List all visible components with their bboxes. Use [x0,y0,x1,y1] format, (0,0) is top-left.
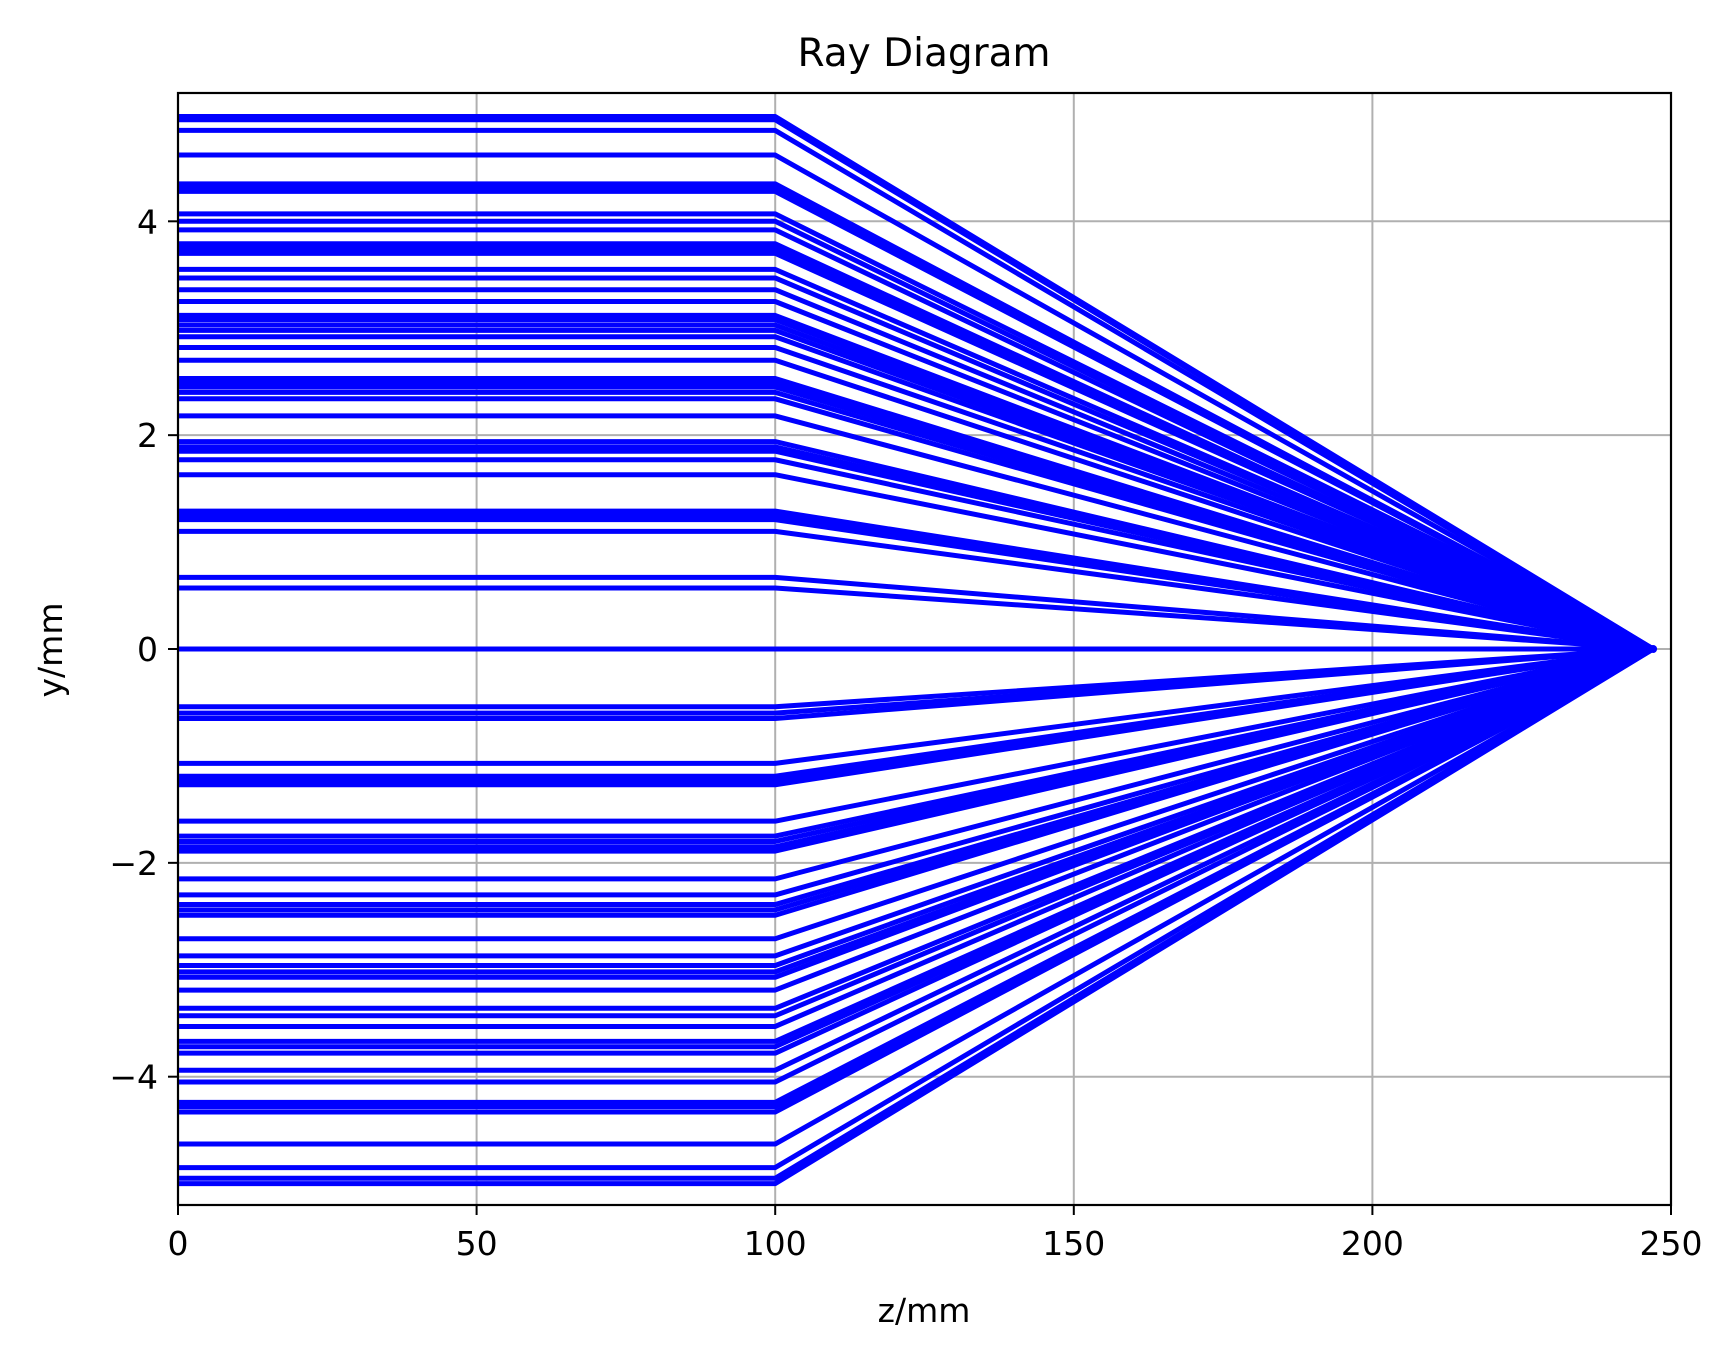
ray-line [178,646,1655,1147]
ray-line [178,334,1654,652]
ticks: 0 50 100 150 200 250 −4 −2 0 2 4 [109,202,1702,1263]
ray-line [178,646,1655,1187]
ray-line [178,188,1655,652]
ray-line [178,117,1655,652]
x-axis-label: z/mm [878,1291,971,1330]
ray-line [178,357,1654,652]
ray-line [178,396,1654,652]
focal-point-marker [1649,645,1658,653]
ray-line [178,646,1654,766]
ray-line [178,646,1655,1115]
x-tick-label: 200 [1341,1224,1404,1263]
ray-line [178,646,1655,1029]
ray-line [178,646,1654,918]
x-tick-label: 50 [456,1224,498,1263]
ray-line [178,646,1654,942]
ray-line [178,646,1654,980]
x-tick-label: 0 [168,1224,189,1263]
ray-line [178,646,1654,993]
ray-line [178,472,1654,652]
x-tick-label: 250 [1640,1224,1703,1263]
ray-line [178,646,1655,1073]
chart-title: Ray Diagram [797,31,1050,76]
ray-line [178,528,1654,652]
ray-line [178,646,1654,721]
ray-line [178,646,1654,788]
y-tick-label: 4 [137,202,158,241]
ray-line [178,250,1655,652]
ray-line [178,646,1655,1085]
ray-line [178,646,1654,824]
x-tick-label: 100 [744,1224,807,1263]
ray-line [178,413,1654,652]
ray-line [178,344,1654,652]
ray-line [178,646,1655,1019]
ray-line [178,287,1655,652]
ray-line [178,646,1654,898]
ray-line [178,218,1655,652]
y-tick-label: 2 [137,416,158,455]
ray-line [178,646,1654,959]
ray-line [178,574,1654,652]
y-tick-label: −2 [109,844,158,883]
y-axis-label: y/mm [31,603,70,698]
ray-line [178,457,1654,652]
ray-line [178,275,1655,652]
ray-line [178,448,1654,652]
ray-line [178,585,1654,652]
ray-line [178,152,1655,652]
x-tick-label: 150 [1042,1224,1105,1263]
ray-line [178,646,1655,1056]
ray-line [178,299,1655,652]
ray-line [178,646,1655,1171]
y-tick-label: −4 [109,1058,158,1097]
ray-line [178,517,1654,652]
ray-line [178,646,1654,854]
ray-line [178,646,1654,882]
ray-line [178,227,1655,652]
rays [178,114,1658,1187]
ray-line [178,266,1655,652]
ray-line [178,127,1655,652]
y-tick-label: 0 [137,630,158,669]
